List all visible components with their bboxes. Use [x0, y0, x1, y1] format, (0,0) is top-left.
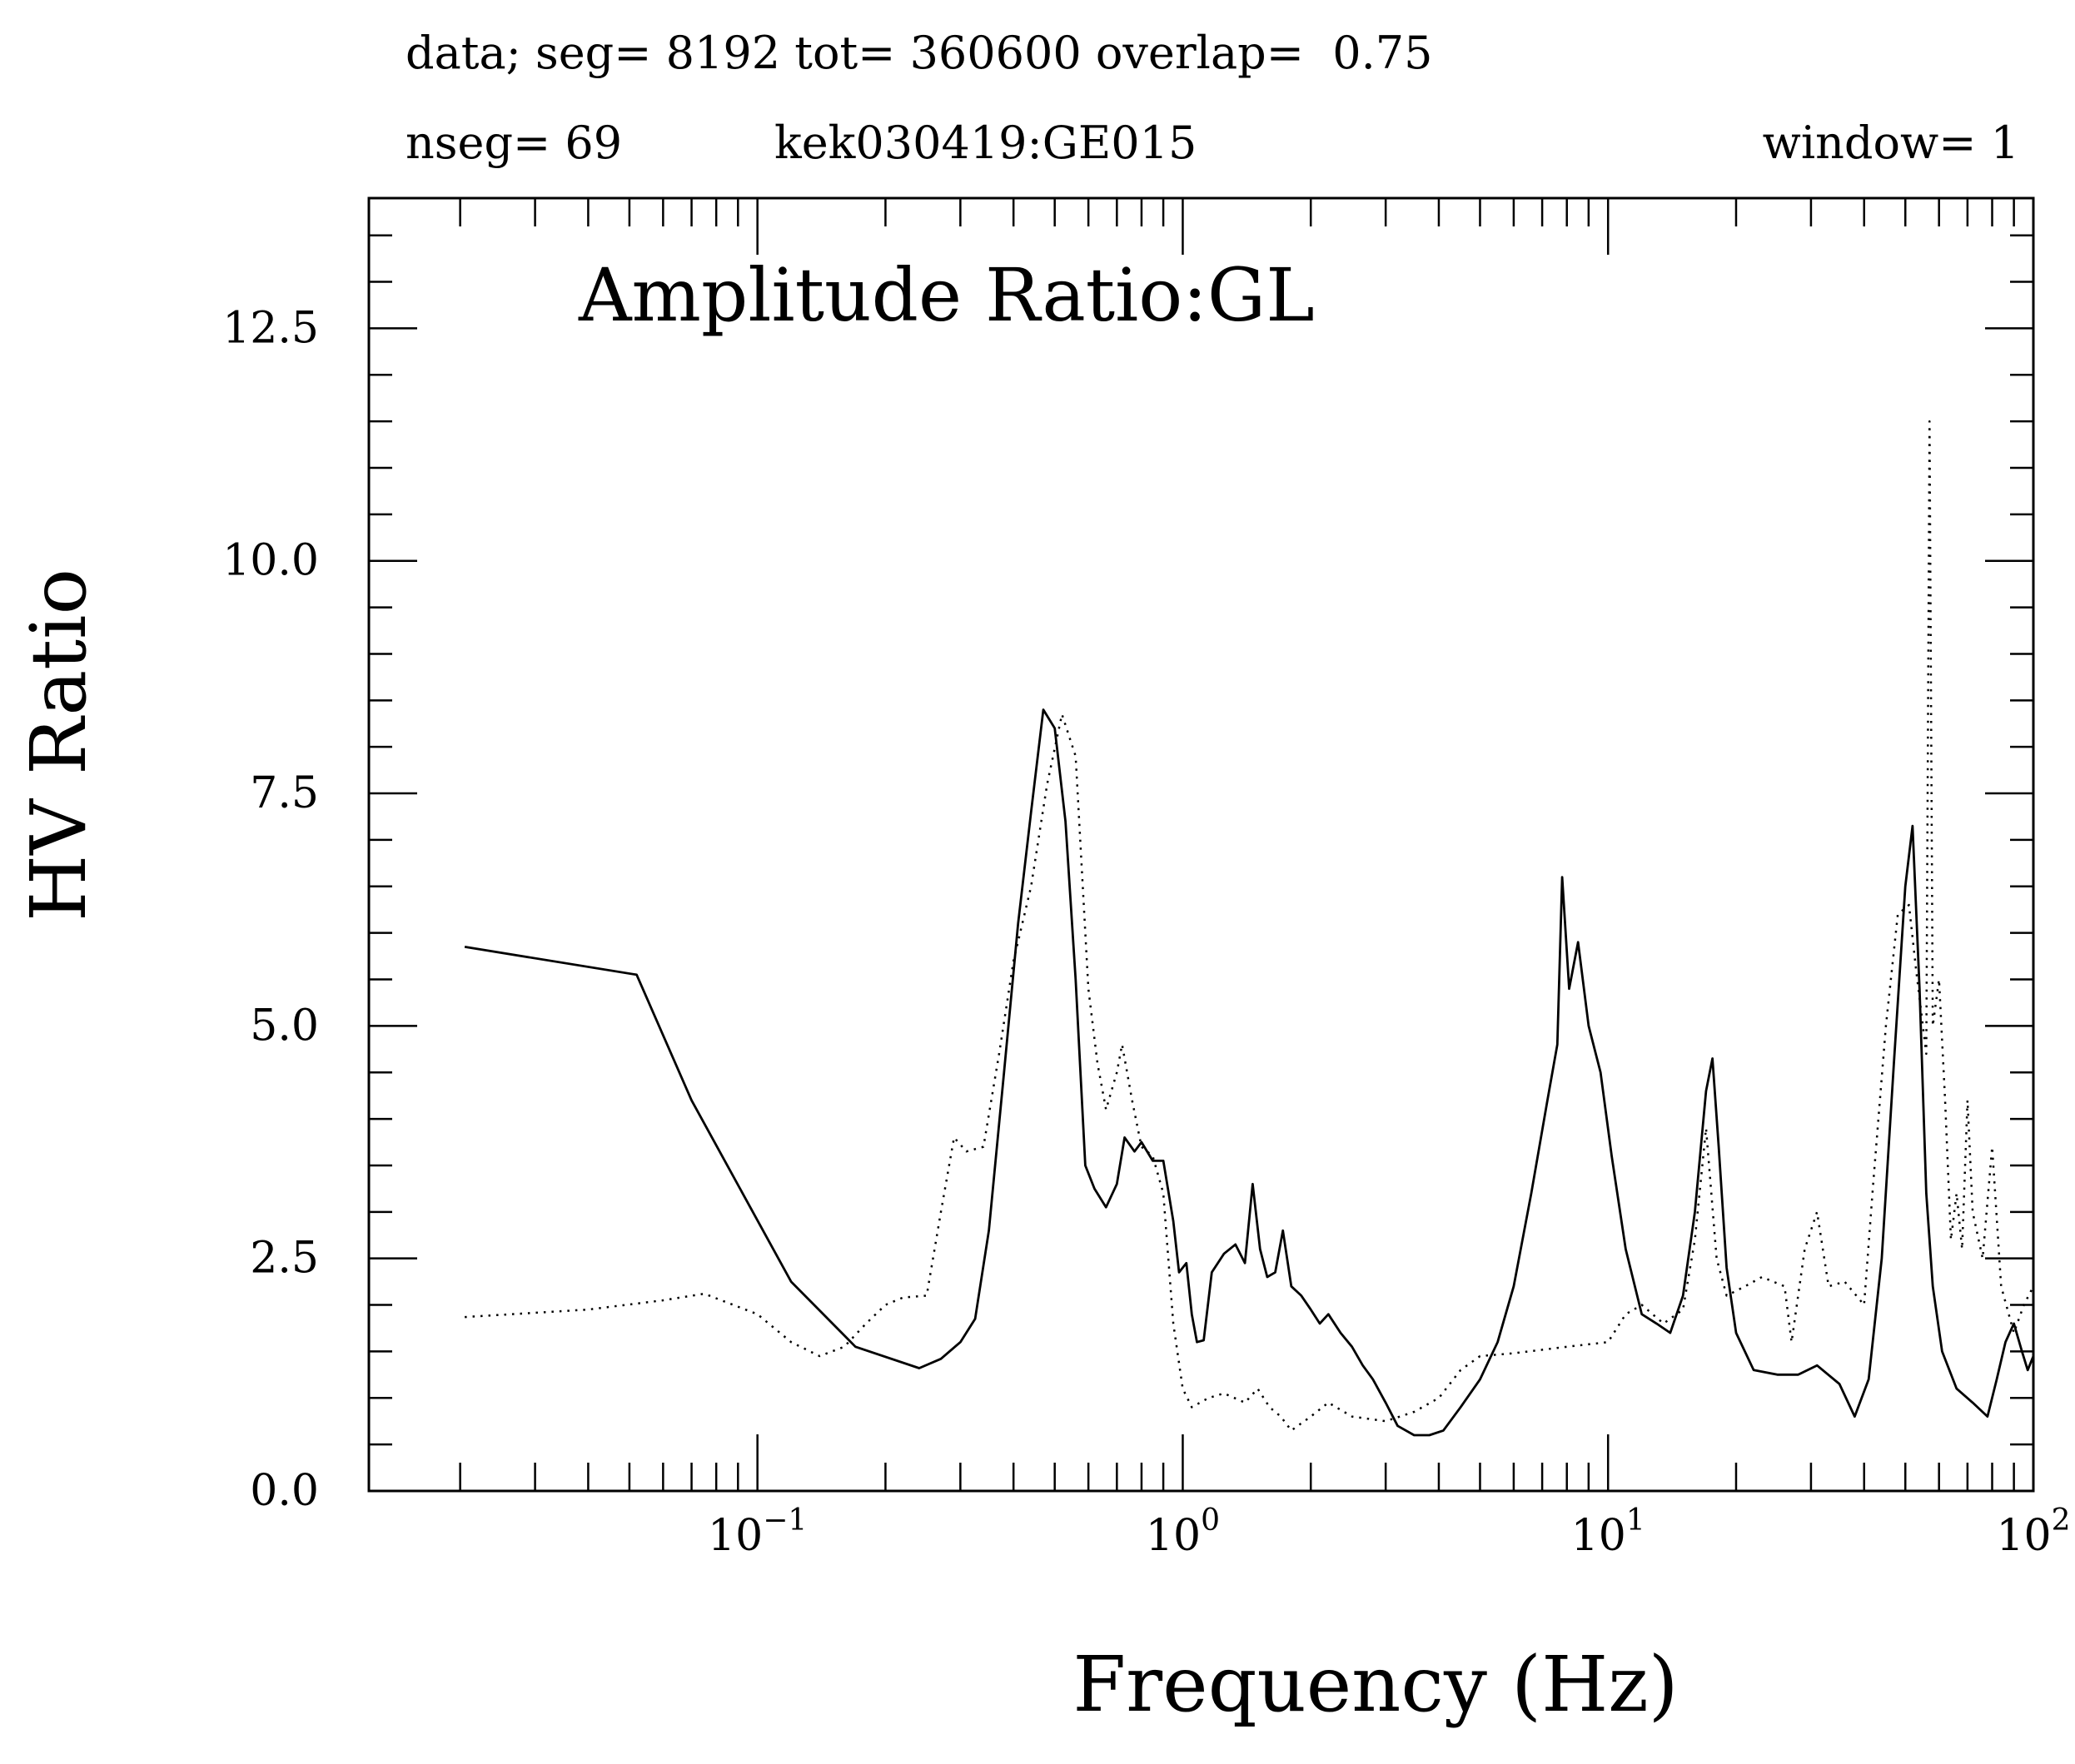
x-tick-label: 102: [1996, 1503, 2070, 1561]
x-tick-label: 10−1: [708, 1503, 807, 1561]
x-axis-title: Frequency (Hz): [1072, 1640, 1678, 1729]
header-window: window= 1: [1763, 117, 2019, 169]
plot-title: Amplitude Ratio:GL: [578, 252, 1315, 338]
y-axis-title: HV Ratio: [14, 569, 103, 922]
axis-ticks: [369, 198, 2033, 1491]
dotted-series-line: [465, 420, 2035, 1432]
y-tick-label: 2.5: [250, 1234, 319, 1284]
y-tick-label: 10.0: [222, 536, 319, 586]
x-tick-label: 100: [1146, 1503, 1220, 1561]
data-series: [464, 420, 2035, 1437]
y-tick-label: 12.5: [222, 303, 319, 353]
header-nseg: nseg= 69: [406, 117, 622, 169]
y-tick-labels: 0.0 2.5 5.0 7.5 10.0 12.5: [222, 303, 319, 1516]
solid-series-line: [464, 708, 2035, 1437]
x-tick-label: 101: [1571, 1503, 1645, 1561]
x-tick-labels: 10−1 100 101 102: [708, 1503, 2070, 1561]
header-station: kek030419:GE015: [774, 117, 1197, 169]
y-tick-label: 0.0: [250, 1466, 319, 1516]
plot-frame: [367, 196, 2035, 1493]
header-line-1: data; seg= 8192 tot= 360600 overlap= 0.7…: [406, 27, 1433, 79]
y-tick-label: 5.0: [250, 1001, 319, 1051]
y-tick-label: 7.5: [250, 768, 319, 818]
